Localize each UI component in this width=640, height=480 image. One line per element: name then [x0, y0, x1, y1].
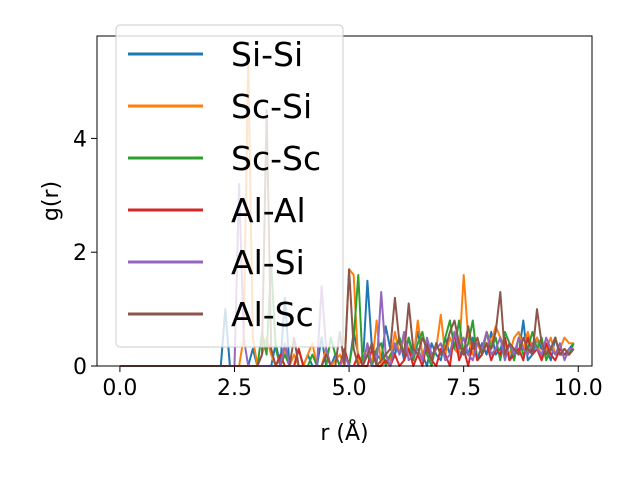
y-tick-label: 2 — [73, 241, 87, 266]
x-tick-label: 0.0 — [102, 376, 137, 401]
legend-label: Al-Si — [231, 243, 305, 282]
x-tick-label: 5.0 — [332, 376, 367, 401]
legend: Si-Si Sc-Si Sc-Sc Al-Al Al-Si Al-Sc — [115, 24, 344, 348]
x-axis-label: r (Å) — [320, 419, 368, 446]
legend-label: Al-Al — [231, 191, 306, 230]
x-tick-label: 7.5 — [446, 376, 481, 401]
y-tick-label: 0 — [73, 355, 87, 380]
y-axis-label: g(r) — [39, 181, 64, 221]
y-axis-ticks: 0 2 4 — [73, 127, 97, 380]
x-tick-label: 2.5 — [217, 376, 252, 401]
legend-label: Si-Si — [231, 35, 303, 74]
plot-frame — [96, 35, 593, 367]
legend-label: Sc-Sc — [231, 139, 321, 178]
legend-label: Sc-Si — [231, 87, 312, 126]
x-axis-ticks: 0.0 2.5 5.0 7.5 10.0 — [102, 366, 603, 401]
legend-label: Al-Sc — [231, 295, 314, 334]
x-tick-label: 10.0 — [554, 376, 603, 401]
y-tick-label: 4 — [73, 127, 87, 152]
